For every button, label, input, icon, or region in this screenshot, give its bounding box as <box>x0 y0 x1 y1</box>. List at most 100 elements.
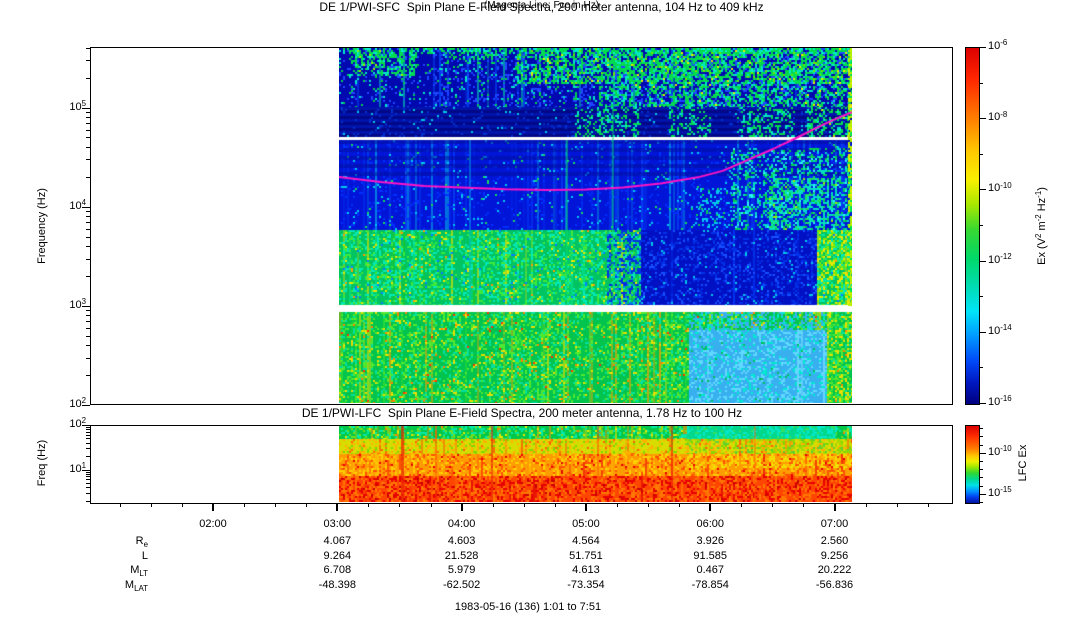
y-minor-tick <box>86 112 90 114</box>
ephemeris-value: 20.222 <box>817 564 852 576</box>
ephemeris-value: 9.264 <box>323 550 352 562</box>
x-minor-tick <box>616 503 618 507</box>
x-major-tick <box>584 503 587 511</box>
ephemeris-row-label: Re <box>135 535 148 549</box>
y-minor-tick <box>86 246 90 248</box>
ephemeris-value: 3.926 <box>696 535 724 547</box>
cbar-minor-tick <box>980 502 983 504</box>
x-tick-label: 07:00 <box>820 518 849 530</box>
y-tick-label: 105 <box>69 99 86 113</box>
ephemeris-value: 6.708 <box>323 564 352 576</box>
ephemeris-value: -62.502 <box>442 579 481 591</box>
y-tick-label: 104 <box>69 198 86 212</box>
y-minor-tick <box>86 216 90 218</box>
ephemeris-value: 2.560 <box>820 535 849 547</box>
x-minor-tick <box>368 503 370 507</box>
cbar-minor-tick <box>980 153 983 155</box>
cbar-minor-tick <box>980 461 983 463</box>
cbar-minor-tick <box>980 485 983 487</box>
x-tick-label: 04:00 <box>447 518 476 530</box>
y-minor-tick <box>86 211 90 213</box>
lfc-spectrogram-canvas <box>339 426 852 502</box>
ephemeris-value: 4.613 <box>572 564 600 576</box>
y-minor-tick <box>86 47 90 49</box>
ephemeris-value: 0.467 <box>696 564 724 576</box>
y-minor-tick <box>86 129 90 131</box>
x-tick-label: 05:00 <box>572 518 600 530</box>
sfc-colorbar <box>965 47 980 405</box>
y-minor-tick <box>86 448 90 450</box>
cbar-tick-label: 10-10 <box>988 180 1012 195</box>
sfc-colorbar-label: Ex (V2 m-2 Hz-1) <box>1034 187 1048 265</box>
y-minor-tick <box>86 434 90 436</box>
cbar-minor-tick <box>980 477 983 479</box>
y-tick-label: 101 <box>69 461 86 475</box>
cbar-major-tick <box>980 403 986 404</box>
cbar-minor-tick <box>980 436 983 438</box>
y-minor-tick <box>86 276 90 278</box>
ephemeris-row-label: L <box>141 550 148 562</box>
y-major-tick <box>82 469 90 471</box>
lfc-colorbar-label: LFC Ex <box>1017 444 1029 482</box>
x-minor-tick <box>119 503 121 507</box>
y-tick-label: 102 <box>69 396 86 410</box>
cbar-minor-tick <box>980 469 983 471</box>
y-major-tick <box>82 206 90 208</box>
y-minor-tick <box>86 483 90 484</box>
lfc-title: DE 1/PWI-LFC Spin Plane E-Field Spectra,… <box>301 406 743 420</box>
y-minor-tick <box>86 159 90 161</box>
x-minor-tick <box>150 503 152 507</box>
cbar-major-tick <box>980 260 986 262</box>
y-minor-tick <box>86 228 90 230</box>
ephemeris-value: -78.854 <box>691 579 729 591</box>
y-minor-tick <box>86 77 90 79</box>
x-minor-tick <box>896 503 898 507</box>
y-minor-tick <box>86 236 90 238</box>
ephemeris-row-label: MLAT <box>124 579 148 593</box>
y-minor-tick <box>86 492 90 494</box>
x-minor-tick <box>865 503 867 507</box>
ephemeris-value: 51.751 <box>569 550 603 562</box>
y-minor-tick <box>86 473 90 475</box>
y-minor-tick <box>86 456 90 458</box>
cbar-minor-tick <box>980 225 983 226</box>
y-minor-tick <box>86 315 90 317</box>
y-minor-tick <box>86 60 90 62</box>
y-minor-tick <box>86 357 90 359</box>
x-minor-tick <box>492 503 494 507</box>
ephemeris-value: -56.836 <box>815 579 854 591</box>
cbar-tick-label: 10-6 <box>988 38 1008 52</box>
x-minor-tick <box>679 503 681 507</box>
lfc-colorbar <box>965 425 980 504</box>
y-tick-label: 103 <box>69 297 86 311</box>
cbar-tick-label: 10-15 <box>988 485 1012 499</box>
x-minor-tick <box>554 503 556 507</box>
y-minor-tick <box>86 321 90 323</box>
cbar-minor-tick <box>980 428 983 430</box>
y-minor-tick <box>86 431 90 433</box>
x-minor-tick <box>741 503 743 507</box>
cbar-major-tick <box>980 118 986 120</box>
ephemeris-value: 4.564 <box>572 535 600 547</box>
cbar-major-tick <box>980 47 986 48</box>
cbar-minor-tick <box>980 367 983 369</box>
ephemeris-value: 5.979 <box>447 564 476 576</box>
y-tick-label: 102 <box>69 416 86 430</box>
x-minor-tick <box>306 503 308 507</box>
x-minor-tick <box>430 503 432 507</box>
y-minor-tick <box>86 500 90 502</box>
y-minor-tick <box>86 137 90 139</box>
y-minor-tick <box>86 117 90 119</box>
cbar-major-tick <box>980 331 986 333</box>
y-minor-tick <box>86 487 90 489</box>
x-major-tick <box>460 503 463 511</box>
x-minor-tick <box>244 503 246 507</box>
sfc-subtitle: (Magenta Line: Fce in Hz) <box>483 0 600 11</box>
x-major-tick <box>709 503 712 511</box>
cbar-major-tick <box>980 493 986 495</box>
x-major-tick <box>212 503 215 511</box>
x-tick-label: 02:00 <box>199 518 227 530</box>
ephemeris-value: 4.603 <box>447 535 476 547</box>
y-minor-tick <box>86 327 90 329</box>
x-minor-tick <box>927 503 929 507</box>
